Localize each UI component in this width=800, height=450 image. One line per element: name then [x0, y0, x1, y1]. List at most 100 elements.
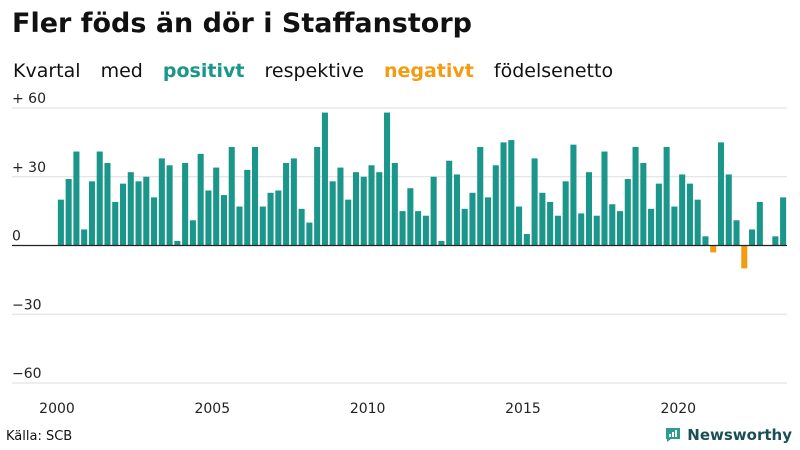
bar — [438, 240, 445, 246]
bar — [679, 174, 686, 246]
bar — [593, 215, 600, 246]
bar — [189, 220, 196, 246]
bar — [275, 190, 282, 246]
bar — [430, 176, 437, 246]
bar — [585, 172, 592, 246]
bar — [601, 151, 608, 246]
bar — [329, 181, 336, 246]
y-tick-label: + 60 — [12, 91, 46, 107]
bar — [306, 222, 313, 246]
bar — [686, 183, 693, 246]
bar — [484, 197, 492, 246]
bar — [648, 208, 655, 246]
bar — [88, 181, 95, 246]
bar — [391, 163, 398, 246]
bar — [65, 179, 72, 246]
newsworthy-logo-icon — [666, 428, 681, 442]
bar — [213, 167, 220, 246]
bar — [267, 192, 274, 246]
x-tick-label: 2000 — [39, 401, 75, 417]
bar — [772, 236, 779, 246]
bar — [57, 199, 64, 246]
bar — [492, 165, 499, 246]
bar — [368, 165, 375, 246]
bar — [345, 199, 352, 246]
bar — [143, 176, 150, 246]
bar — [158, 158, 165, 246]
bar — [384, 112, 391, 246]
brand-logo: Newsworthy — [664, 426, 792, 444]
bar — [298, 208, 305, 246]
bar — [516, 206, 523, 246]
y-tick-label: −60 — [12, 366, 42, 382]
bar — [578, 213, 585, 246]
bar-layer — [57, 112, 787, 269]
bar — [119, 183, 127, 246]
bar — [360, 176, 367, 246]
bar — [151, 197, 158, 246]
subtitle-word-quarter: Kvartal — [13, 60, 81, 82]
bar — [741, 245, 748, 269]
bar — [523, 234, 530, 246]
bar — [314, 146, 321, 246]
bar — [655, 183, 662, 246]
bar — [671, 206, 678, 246]
bar — [259, 206, 266, 246]
bar — [81, 229, 88, 246]
bar — [562, 181, 569, 246]
bar — [640, 163, 647, 246]
bar — [252, 146, 259, 246]
bar — [182, 163, 189, 246]
subtitle-negative-label: negativt — [383, 60, 474, 82]
bar — [399, 211, 406, 246]
subtitle-positive-label: positivt — [162, 60, 245, 82]
bar — [73, 151, 80, 246]
bar — [135, 181, 142, 246]
y-tick-label: −30 — [12, 297, 42, 313]
bar — [547, 201, 554, 246]
bar — [725, 174, 732, 246]
bar — [570, 144, 577, 246]
bar — [415, 211, 422, 246]
bar — [104, 163, 111, 246]
bar — [112, 201, 119, 246]
bar — [321, 112, 328, 246]
subtitle-word-birth-net: födelsenetto — [493, 60, 614, 82]
subtitle-word-with: med — [100, 60, 143, 82]
bar — [376, 172, 383, 246]
bar — [617, 211, 624, 246]
bar — [717, 142, 725, 246]
bar — [220, 195, 227, 246]
bar — [461, 208, 468, 246]
chart-subtitle: Kvartal med positivt respektive negativt… — [13, 60, 627, 82]
bar — [733, 220, 740, 246]
bar — [283, 163, 290, 246]
bar — [352, 172, 360, 246]
x-tick-label: 2015 — [505, 401, 541, 417]
bar — [205, 190, 212, 246]
bar — [446, 160, 453, 246]
chart-title: Fler föds än dör i Staffanstorp — [12, 8, 472, 39]
bar — [500, 142, 507, 246]
bar — [710, 245, 717, 253]
bar — [477, 146, 484, 246]
bar — [197, 153, 204, 246]
bar — [756, 201, 763, 246]
bar — [508, 140, 515, 246]
bar — [228, 146, 235, 246]
bar — [554, 215, 561, 246]
y-tick-label: 0 — [12, 229, 21, 245]
x-tick-label: 2020 — [660, 401, 696, 417]
bar — [290, 158, 297, 246]
bar — [407, 188, 414, 246]
bar — [469, 192, 476, 246]
x-tick-label: 2010 — [350, 401, 386, 417]
brand-name: Newsworthy — [687, 426, 792, 444]
axis-layer: + 60 + 30 0 −30 −60 2000 2005 2010 2015 2020 — [12, 91, 787, 417]
bar — [244, 169, 251, 246]
bar — [702, 236, 709, 246]
bar — [694, 199, 701, 246]
bar — [539, 192, 546, 246]
bar — [609, 204, 616, 246]
